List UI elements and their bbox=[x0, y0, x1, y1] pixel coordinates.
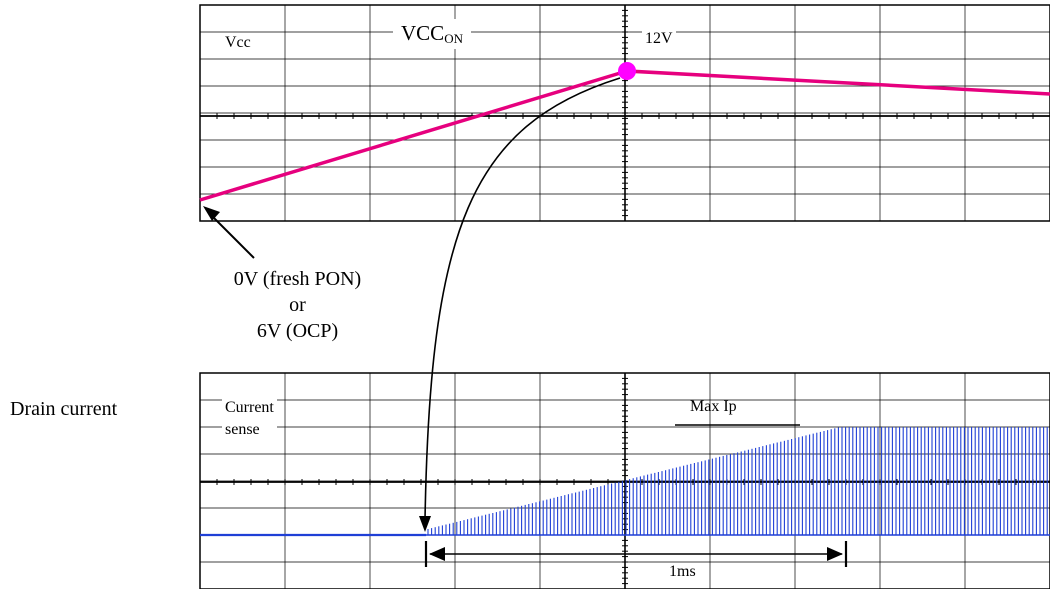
vcc-on-to-switching-arrow bbox=[424, 77, 621, 521]
start-level-arrowhead bbox=[203, 206, 220, 221]
current-sense-line1: Current bbox=[225, 399, 274, 416]
duration-label: 1ms bbox=[666, 563, 699, 581]
current-sense-label: Current sense bbox=[222, 397, 277, 441]
drain-current-trace bbox=[200, 427, 1050, 537]
duration-dimension bbox=[424, 541, 848, 567]
vcc-axis-label: Vcc bbox=[222, 34, 254, 52]
vcc-on-subscript: ON bbox=[444, 31, 463, 46]
peak-voltage-label: 12V bbox=[642, 30, 676, 48]
top-scope-grid bbox=[199, 4, 1050, 222]
max-ip-label: Max Ip bbox=[690, 398, 737, 415]
dim-right-arrowhead bbox=[827, 547, 843, 561]
switching-start-arrowhead bbox=[419, 516, 431, 532]
drain-current-label: Drain current bbox=[10, 398, 118, 420]
dim-left-arrowhead bbox=[429, 547, 445, 561]
start-note-line3: 6V (OCP) bbox=[256, 320, 339, 342]
current-sense-line2: sense bbox=[225, 421, 260, 438]
vcc-on-main: VCC bbox=[401, 21, 445, 45]
start-level-arrow bbox=[209, 213, 255, 259]
vcc-on-marker bbox=[618, 62, 636, 80]
start-note-line1: 0V (fresh PON) bbox=[233, 268, 362, 290]
bottom-scope-grid bbox=[199, 372, 1050, 589]
start-note-line2: or bbox=[289, 294, 306, 316]
start-level-note: 0V (fresh PON) or 6V (OCP) bbox=[200, 266, 395, 344]
vcc-on-label: VCCON bbox=[393, 19, 471, 49]
